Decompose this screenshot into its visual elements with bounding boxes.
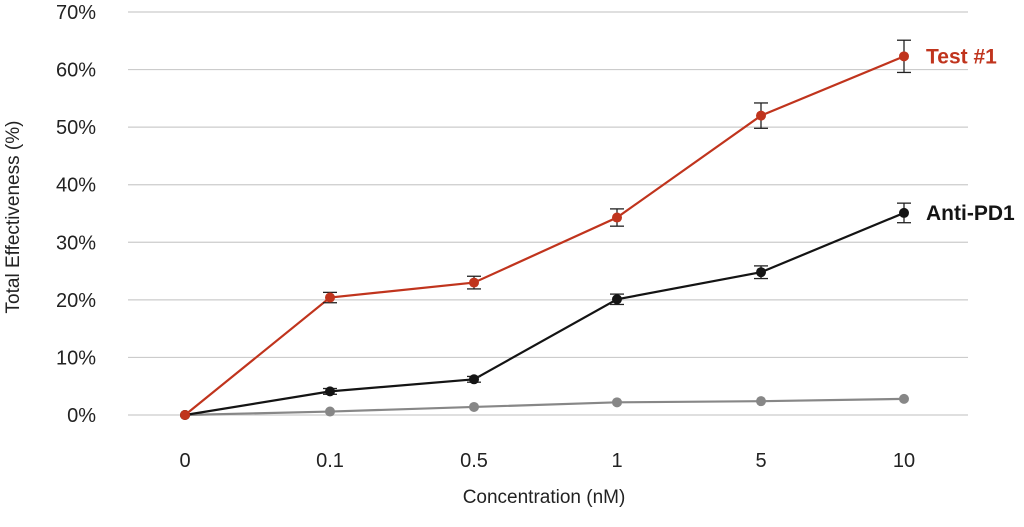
x-tick-label: 0.1 (316, 450, 344, 472)
data-point (756, 110, 766, 121)
data-point (325, 406, 335, 417)
data-point (756, 396, 766, 407)
y-tick-label: 50% (56, 117, 96, 139)
data-point (469, 374, 479, 385)
data-point (612, 212, 622, 223)
grid-lines (128, 11, 968, 416)
data-point (612, 397, 622, 408)
data-point (325, 386, 335, 397)
data-point (899, 51, 909, 62)
y-tick-label: 40% (56, 175, 96, 197)
data-point (325, 292, 335, 303)
y-tick-label: 20% (56, 290, 96, 312)
series-line (184, 397, 905, 417)
y-tick-label: 60% (56, 60, 96, 82)
series-line (184, 211, 905, 417)
x-tick-label: 10 (893, 450, 915, 472)
y-tick-label: 30% (56, 232, 96, 254)
series-0 (180, 39, 911, 420)
data-point (899, 393, 909, 404)
data-point (180, 410, 190, 420)
x-tick-label: 0.5 (460, 450, 488, 472)
x-tick-label: 5 (755, 450, 766, 472)
x-tick-label: 1 (611, 450, 622, 472)
x-axis-ticks: 0 0.1 0.5 1 5 10 (179, 450, 915, 472)
data-point (612, 294, 622, 305)
data-point (469, 277, 479, 288)
data-point (756, 267, 766, 278)
data-point (899, 207, 909, 218)
series-1 (180, 202, 911, 420)
y-tick-label: 0% (67, 405, 96, 427)
series-labels: Anti-PD1 Test #1 (926, 45, 1015, 225)
x-axis-label: Concentration (nM) (463, 487, 626, 508)
series-label: Test #1 (926, 45, 997, 68)
data-point (469, 401, 479, 412)
y-axis-label: Total Effectiveness (%) (3, 121, 24, 314)
series-label: Anti-PD1 (926, 202, 1015, 225)
x-tick-label: 0 (179, 450, 190, 472)
series-line (184, 55, 905, 416)
y-tick-label: 70% (56, 2, 96, 24)
series-group (180, 39, 911, 420)
y-tick-label: 10% (56, 347, 96, 369)
y-axis-ticks: 0% 10% 20% 30% 40% 50% 60% 70% (56, 2, 96, 427)
